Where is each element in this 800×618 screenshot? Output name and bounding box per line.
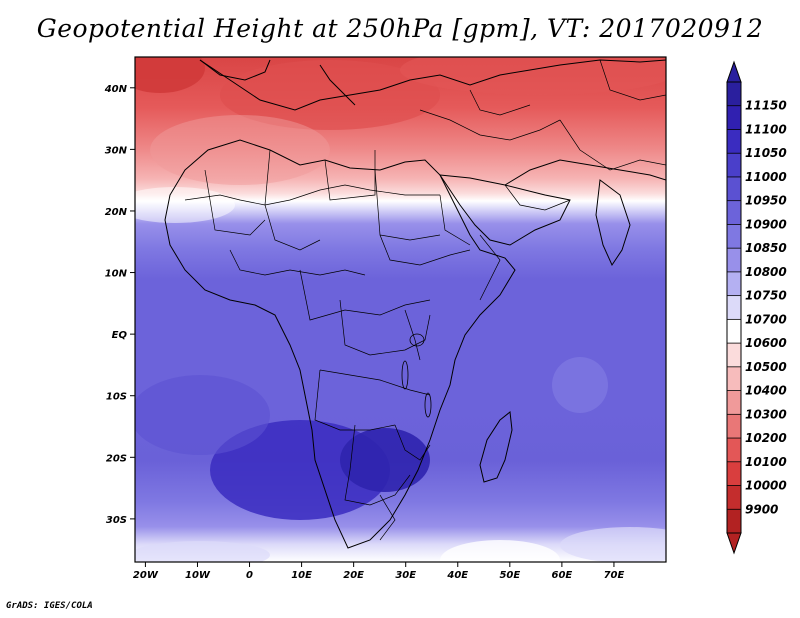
colorbar-label: 10100	[745, 455, 787, 469]
colorbar-label: 10300	[745, 407, 787, 421]
lat-tick-label: 30N	[105, 145, 128, 156]
colorbar-swatch	[727, 509, 741, 534]
colorbar-label: 11000	[745, 170, 787, 184]
colorbar-swatch	[727, 390, 741, 415]
coastlines	[164, 59, 666, 549]
colorbar-label: 10950	[745, 194, 787, 208]
colorbar-label: 11150	[745, 99, 787, 113]
lake-tanganyika	[401, 360, 409, 390]
lat-tick-label: 40N	[104, 84, 128, 95]
field-shading	[135, 57, 666, 562]
country-borders	[184, 59, 666, 541]
colorbar-label: 10700	[745, 312, 787, 326]
colorbar-label: 10400	[745, 384, 787, 398]
madagascar-coastline	[479, 411, 513, 483]
lon-tick-label: 20W	[133, 570, 159, 581]
colorbar-label: 9900	[745, 502, 778, 516]
colorbar-top-arrow	[726, 60, 742, 83]
map-title: Geopotential Height at 250hPa [gpm], VT:…	[36, 14, 764, 43]
lat-tick-label: 30S	[106, 515, 127, 526]
lat-tick-label: 20N	[105, 207, 128, 218]
colorbar-label: 10500	[745, 360, 787, 374]
lon-tick-label: 10E	[291, 570, 312, 581]
lat-tick-label: 10S	[106, 392, 127, 403]
colorbar-swatch	[727, 438, 741, 463]
lon-tick-label: 30E	[395, 570, 416, 581]
colorbar-label: 10200	[745, 431, 787, 445]
colorbar-swatch	[727, 343, 741, 368]
colorbar-label: 10900	[745, 217, 787, 231]
colorbar-label: 10750	[745, 289, 787, 303]
colorbar-label: 11050	[745, 146, 787, 160]
colorbar-swatch	[727, 200, 741, 225]
colorbar-bottom-arrow	[726, 532, 742, 555]
colorbar-swatch	[727, 366, 741, 391]
colorbar-swatch	[727, 82, 741, 107]
colorbar-label: 10800	[745, 265, 787, 279]
lon-tick-label: 70E	[604, 570, 625, 581]
colorbar-swatch	[727, 485, 741, 510]
colorbar-swatch	[727, 248, 741, 273]
lon-tick-label: 60E	[552, 570, 573, 581]
colorbar-label: 10000	[745, 479, 787, 493]
lake-malawi	[424, 392, 432, 418]
colorbar-swatch	[727, 153, 741, 178]
colorbar-swatch	[727, 271, 741, 296]
colorbar-swatch	[727, 176, 741, 201]
grads-credit: GrADS: IGES/COLA	[6, 601, 93, 611]
latitude-axis: 40N 30N 20N 10N EQ 10S 20S 30S	[104, 84, 135, 526]
colorbar-label: 11100	[745, 122, 787, 136]
longitude-axis: 20W 10W 0 10E 20E 30E 40E 50E 60E 70E	[133, 562, 625, 581]
map-frame	[134, 56, 667, 563]
colorbar-label: 10600	[745, 336, 787, 350]
iberia-coastline	[199, 59, 271, 81]
colorbar-swatch	[727, 319, 741, 344]
lon-tick-label: 20E	[343, 570, 364, 581]
lon-tick-label: 40E	[446, 570, 468, 581]
lat-tick-label: 10N	[105, 269, 128, 280]
lon-tick-label: 0	[246, 570, 253, 581]
lon-tick-label: 50E	[499, 570, 520, 581]
arabia-coastline	[438, 174, 571, 246]
colorbar-frame	[726, 81, 742, 534]
colorbar-swatch	[727, 414, 741, 439]
lakes	[401, 333, 432, 418]
europe-coastline	[199, 59, 666, 111]
colorbar-label: 10850	[745, 241, 787, 255]
colorbar-swatch	[727, 129, 741, 154]
lon-tick-label: 10W	[185, 570, 211, 581]
africa-coastline	[164, 139, 516, 549]
colorbar-swatch	[727, 461, 741, 486]
lat-tick-label: EQ	[112, 330, 128, 341]
india-coastline	[595, 179, 631, 267]
colorbar-swatch	[727, 105, 741, 130]
colorbar-swatch	[727, 224, 741, 249]
italy-coastline	[319, 64, 356, 106]
lake-victoria	[409, 333, 425, 347]
lat-tick-label: 20S	[106, 453, 127, 464]
colorbar: 11150 11100 11050 11000 10950 10900 10850 10800…	[726, 60, 787, 555]
colorbar-swatch	[727, 295, 741, 320]
asia-coastline	[504, 159, 666, 186]
